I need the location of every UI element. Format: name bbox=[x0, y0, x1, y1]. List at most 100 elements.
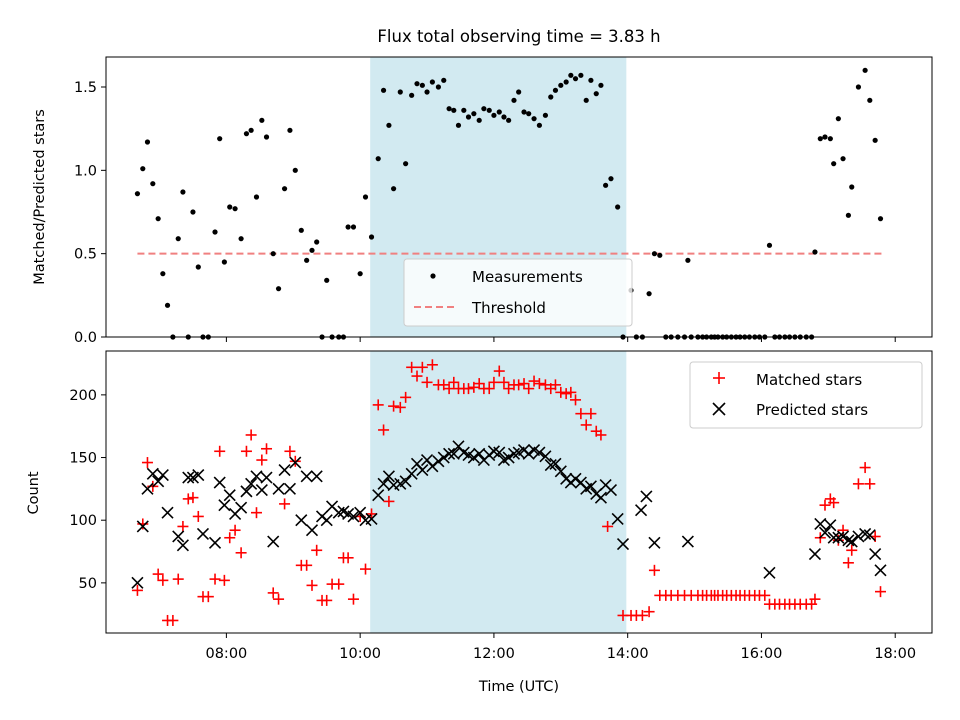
measurement-point bbox=[435, 84, 442, 90]
legend-predicted-marker bbox=[712, 402, 726, 416]
matched-star-point bbox=[513, 379, 525, 391]
measurement-point bbox=[281, 186, 288, 192]
bottom-x-tick-label: 14:00 bbox=[607, 646, 649, 662]
matched-star-point bbox=[372, 399, 384, 411]
legend-matched-label: Matched stars bbox=[756, 371, 862, 389]
matched-star-point bbox=[224, 532, 236, 544]
measurement-point bbox=[409, 92, 415, 98]
predicted-star-point bbox=[473, 447, 486, 460]
measurement-point bbox=[548, 94, 554, 100]
measurement-point bbox=[867, 97, 873, 103]
matched-star-point bbox=[167, 614, 179, 626]
measurement-point bbox=[558, 82, 564, 88]
predicted-star-point bbox=[544, 458, 557, 472]
predicted-star-point bbox=[354, 506, 367, 519]
measurement-point bbox=[160, 271, 166, 277]
measurement-point bbox=[817, 136, 823, 142]
matched-star-point bbox=[187, 492, 199, 504]
predicted-star-point bbox=[235, 501, 248, 514]
measurement-point bbox=[212, 229, 218, 235]
matched-star-point bbox=[595, 429, 607, 441]
measurement-point bbox=[568, 72, 574, 78]
measurement-point bbox=[491, 112, 497, 118]
matched-star-point bbox=[218, 574, 230, 586]
measurement-point bbox=[386, 122, 392, 128]
measurement-point bbox=[403, 161, 409, 167]
predicted-star-point bbox=[245, 477, 258, 490]
predicted-star-point bbox=[634, 504, 648, 517]
measurement-point bbox=[263, 134, 270, 140]
predicted-star-point bbox=[447, 447, 460, 460]
measurement-point bbox=[259, 117, 265, 123]
measurement-point bbox=[766, 242, 773, 248]
matched-star-point bbox=[483, 383, 495, 395]
matched-star-point bbox=[488, 376, 500, 388]
measurement-point bbox=[481, 106, 487, 112]
matched-star-point bbox=[426, 359, 438, 371]
matched-star-point bbox=[400, 391, 412, 403]
measurement-point bbox=[608, 176, 614, 182]
measurements-series bbox=[134, 67, 884, 340]
matched-star-point bbox=[580, 419, 592, 431]
measurement-point bbox=[578, 72, 584, 78]
measurement-point bbox=[180, 189, 186, 195]
predicted-star-point bbox=[522, 447, 535, 460]
measurement-point bbox=[552, 87, 559, 93]
top-plot-area bbox=[105, 56, 933, 338]
bottom-y-tick-label: 200 bbox=[69, 388, 97, 404]
measurement-point bbox=[304, 257, 310, 263]
predicted-star-point bbox=[176, 539, 189, 552]
matched-star-point bbox=[388, 400, 400, 412]
predicted-star-point bbox=[611, 512, 624, 526]
predicted-star-point bbox=[255, 484, 268, 497]
measurement-point bbox=[232, 206, 238, 212]
bottom-plot-area bbox=[105, 350, 933, 634]
matched-star-point bbox=[311, 544, 323, 556]
matched-star-point bbox=[261, 443, 273, 455]
predicted-star-point bbox=[814, 517, 827, 531]
predicted-star-point bbox=[554, 465, 567, 478]
top-y-tick-label: 1.0 bbox=[74, 163, 97, 179]
measurement-point bbox=[583, 97, 589, 103]
predicted-star-point bbox=[681, 535, 694, 548]
matched-star-point bbox=[570, 394, 582, 406]
predicted-star-point bbox=[493, 446, 506, 459]
matched-star-point bbox=[411, 370, 423, 382]
bottom-y-axis-label: Count bbox=[26, 471, 42, 514]
measurement-point bbox=[195, 264, 201, 270]
matched-star-point bbox=[555, 386, 567, 398]
predicted-star-point bbox=[852, 530, 865, 543]
matched-star-point bbox=[137, 518, 149, 530]
matched-star-point bbox=[256, 454, 268, 466]
measurement-point bbox=[238, 236, 244, 242]
matched-star-point bbox=[394, 401, 406, 413]
matched-star-point bbox=[152, 568, 164, 580]
matched-star-point bbox=[421, 376, 433, 388]
matched-star-point bbox=[533, 378, 545, 390]
bottom-y-axis-ticks: 50 100 150 200 bbox=[69, 388, 106, 592]
top-x-axis-ticks bbox=[225, 337, 896, 342]
predicted-star-point bbox=[213, 476, 226, 489]
legend-measurement-marker bbox=[430, 273, 436, 279]
predicted-star-point bbox=[156, 469, 169, 482]
measurement-point bbox=[516, 89, 522, 95]
matched-star-point bbox=[528, 375, 540, 387]
predicted-star-point bbox=[584, 480, 597, 493]
matched-star-point bbox=[273, 593, 285, 605]
measurement-point bbox=[511, 97, 517, 103]
measurement-point bbox=[368, 234, 375, 240]
measurement-point bbox=[414, 81, 420, 87]
predicted-star-point bbox=[272, 482, 285, 495]
matched-star-point bbox=[172, 573, 184, 585]
predicted-star-point bbox=[863, 529, 876, 542]
measurement-point bbox=[862, 67, 868, 73]
predicted-star-point bbox=[836, 530, 850, 543]
predicted-star-point bbox=[594, 491, 607, 504]
measurement-point bbox=[476, 117, 482, 123]
chart-title: Flux total observing time = 3.83 h bbox=[377, 27, 660, 46]
measurement-point bbox=[390, 186, 397, 192]
measurement-point bbox=[380, 87, 387, 93]
matched-star-point bbox=[214, 445, 226, 457]
measurement-point bbox=[812, 249, 818, 255]
measurement-point bbox=[521, 109, 527, 115]
